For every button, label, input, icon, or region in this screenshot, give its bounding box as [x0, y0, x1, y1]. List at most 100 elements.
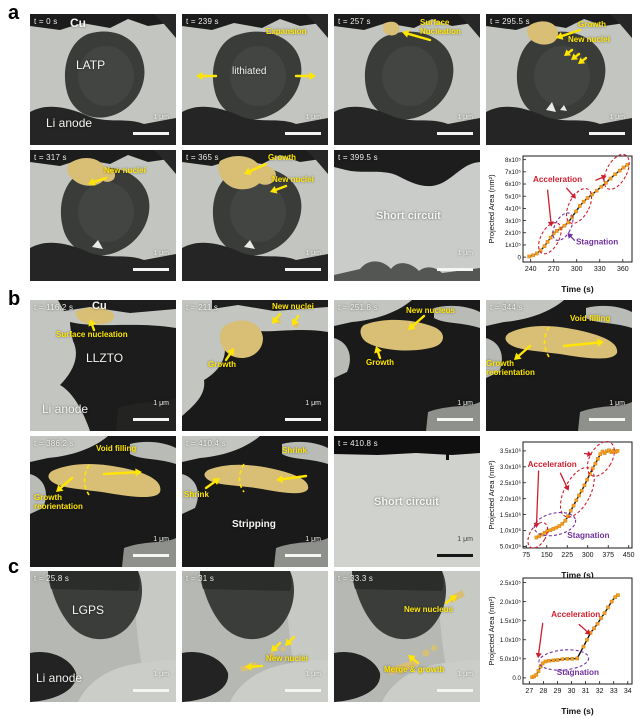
- x-axis-tick: 75: [522, 552, 530, 559]
- annotation-label: New nuclei: [272, 302, 314, 311]
- chart-c: 0.0 5.0x10⁴ 1.0x10⁵ 1.5x10⁵ 2.0x10⁵ 2.5x10⁵ 27…: [486, 570, 638, 718]
- tem-frame-a6: t = 365 s Growth New nuclei 1 μm: [182, 150, 328, 281]
- scale-bar-line: [133, 554, 169, 557]
- scale-bar-line: [437, 418, 473, 421]
- scale-bar-label: 1 μm: [609, 114, 625, 121]
- annotation-label: LGPS: [72, 603, 105, 617]
- scale-bar: 1 μm: [285, 400, 321, 426]
- x-axis-tick: 33: [610, 688, 618, 695]
- y-axis-tick: 0.0: [512, 675, 521, 682]
- micrograph-c3: [334, 571, 480, 702]
- scale-bar-label: 1 μm: [609, 400, 625, 407]
- annotation-label: Growth reorientation: [34, 493, 83, 511]
- scale-bar: 1 μm: [437, 536, 473, 562]
- y-axis-tick: 5x10⁵: [505, 193, 521, 200]
- scale-bar: 1 μm: [285, 250, 321, 276]
- scale-bar-label: 1 μm: [153, 114, 169, 121]
- scale-bar: 1 μm: [437, 671, 473, 697]
- y-axis-tick: 3.0x10⁶: [500, 464, 522, 471]
- scale-bar-line: [133, 132, 169, 135]
- annotation-label: Li anode: [42, 402, 89, 416]
- y-axis-tick: 1.0x10⁵: [500, 637, 522, 644]
- scale-bar-line: [437, 554, 473, 557]
- tem-frame-c3: t = 33.3 s New nucleus Merge & growth 1 μm: [334, 571, 480, 702]
- plot-annotation: Acceleration: [551, 610, 600, 619]
- scale-bar: 1 μm: [133, 536, 169, 562]
- annotation-label: Growth: [208, 360, 236, 369]
- timestamp: t = 410.8 s: [338, 439, 378, 448]
- y-axis-tick: 1x10⁵: [505, 242, 521, 249]
- x-axis-tick: 32: [596, 688, 604, 695]
- micrograph-b6: [182, 436, 328, 567]
- annotation-label: Growth: [578, 20, 606, 29]
- annotation-label: LATP: [76, 58, 106, 72]
- tem-frame-a4: t = 295.5 s Growth New nuclei 1 μm: [486, 14, 632, 145]
- tem-frame-b1: t = 116.2 s Cu Surface nucleation LLZTO Li a…: [30, 300, 176, 431]
- scale-bar-line: [133, 268, 169, 271]
- scale-bar: 1 μm: [285, 671, 321, 697]
- plot-annotation: Stagnation: [557, 668, 599, 677]
- scale-bar-label: 1 μm: [305, 400, 321, 407]
- x-axis-tick: 30: [568, 688, 576, 695]
- tem-frame-a7: t = 399.5 s Short circuit 1 μm: [334, 150, 480, 281]
- annotation-label: Void filling: [570, 314, 611, 323]
- scale-bar-label: 1 μm: [457, 250, 473, 257]
- annotation-label: Expansion: [266, 27, 307, 36]
- tem-frame-c2: t = 31 s New nuclei 1 μm: [182, 571, 328, 702]
- timestamp: t = 251.8 s: [338, 303, 378, 312]
- annotation-label: New nuclei: [266, 654, 308, 663]
- micrograph-c1: [30, 571, 176, 702]
- scale-bar-line: [285, 132, 321, 135]
- annotation-label: Stripping: [232, 519, 276, 530]
- y-axis-tick: 3.5x10⁶: [500, 448, 522, 455]
- y-axis-label: Projected Area (nm²): [487, 174, 496, 244]
- scale-bar: 1 μm: [285, 114, 321, 140]
- scale-bar: 1 μm: [133, 671, 169, 697]
- annotation-label: Cu: [70, 16, 86, 30]
- micrograph-a2: [182, 14, 328, 145]
- x-axis-tick: 450: [623, 552, 635, 559]
- annotation-label: Surface Nucleation: [420, 18, 461, 36]
- plot-annotation: Stagnation: [567, 531, 609, 540]
- y-axis-tick: 0: [518, 254, 522, 261]
- tem-frame-b5: t = 386.2 s Void filling Growth reorientat…: [30, 436, 176, 567]
- tem-frame-a1: t = 0 s Cu LATP Li anode 1 μm: [30, 14, 176, 145]
- scale-bar-label: 1 μm: [305, 250, 321, 257]
- micrograph-a7: [334, 150, 480, 281]
- x-axis-label: Time (s): [561, 284, 594, 294]
- scale-bar-line: [285, 418, 321, 421]
- timestamp: t = 239 s: [186, 17, 219, 26]
- scale-bar: 1 μm: [437, 400, 473, 426]
- x-axis-tick: 300: [571, 266, 583, 273]
- scale-bar-line: [589, 132, 625, 135]
- plot-annotation: Acceleration: [533, 175, 582, 184]
- timestamp: t = 116.2 s: [34, 303, 74, 312]
- y-axis-label: Projected Area (nm²): [487, 596, 496, 666]
- annotation-label: Short circuit: [374, 496, 439, 508]
- annotation-label: Shrink: [282, 446, 307, 455]
- y-axis-tick: 8x10⁵: [505, 157, 521, 164]
- scale-bar-line: [285, 268, 321, 271]
- x-axis-tick: 34: [624, 688, 632, 695]
- scale-bar-label: 1 μm: [457, 671, 473, 678]
- timestamp: t = 25.8 s: [34, 574, 70, 583]
- scale-bar: 1 μm: [133, 114, 169, 140]
- plot-annotation: Acceleration: [528, 460, 577, 469]
- tem-frame-b3: t = 251.8 s New nucleus Growth 1 μm: [334, 300, 480, 431]
- micrograph-b4: [486, 300, 632, 431]
- timestamp: t = 211 s: [186, 303, 219, 312]
- annotation-label: New nucleus: [406, 306, 455, 315]
- scale-bar: 1 μm: [589, 114, 625, 140]
- x-axis-tick: 225: [561, 552, 573, 559]
- y-axis-tick: 2x10⁵: [505, 230, 521, 237]
- timestamp: t = 410.4 s: [186, 439, 226, 448]
- y-axis-tick: 2.5x10⁵: [500, 580, 522, 587]
- projected-area-plot: 0 1x10⁵ 2x10⁵ 3x10⁵ 4x10⁵ 5x10⁵ 6x10⁵ 7x10⁵ 8x10…: [487, 153, 633, 294]
- plot-annotation: Stagnation: [576, 237, 618, 246]
- scale-bar-line: [589, 418, 625, 421]
- annotation-label: lithiated: [232, 66, 267, 77]
- annotation-label: New nuclei: [104, 166, 146, 175]
- annotation-label: Li anode: [46, 116, 93, 130]
- timestamp: t = 365 s: [186, 153, 219, 162]
- x-axis-tick: 330: [594, 266, 606, 273]
